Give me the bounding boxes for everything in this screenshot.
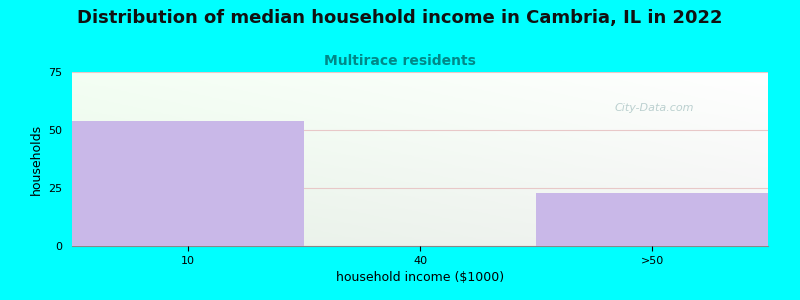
X-axis label: household income ($1000): household income ($1000) [336,271,504,284]
Text: Multirace residents: Multirace residents [324,54,476,68]
Bar [72,121,304,246]
Text: City-Data.com: City-Data.com [615,103,694,113]
Bar [536,193,768,246]
Text: Distribution of median household income in Cambria, IL in 2022: Distribution of median household income … [78,9,722,27]
Y-axis label: households: households [30,123,42,195]
